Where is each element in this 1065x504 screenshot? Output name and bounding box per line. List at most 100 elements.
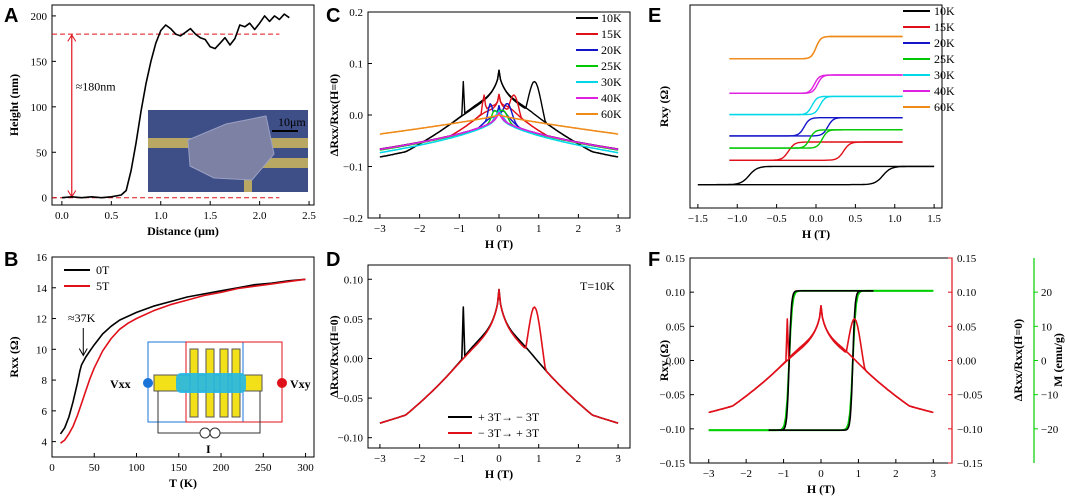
x-tick-label: −3 bbox=[374, 223, 386, 235]
y-axis-label: Rxx (Ω) bbox=[7, 336, 21, 377]
panel-letter: E bbox=[648, 5, 661, 27]
x-tick-label: 0 bbox=[496, 223, 502, 235]
right2-tick-label: 20 bbox=[1041, 287, 1053, 299]
panel-c: C −3 −2 −1 0 1 2 3 −0.2 −0.1 0.0 0.1 0.2 H (T) ΔRxx/Rx… bbox=[326, 5, 631, 251]
legend-entry: 60K bbox=[934, 100, 955, 114]
panel-e: E −1.5 −1.0 −0.5 0.0 0.5 1.0 1.5 H (T) Rxy (Ω) 10K… bbox=[648, 4, 955, 241]
tc-label: ≈37K bbox=[68, 311, 96, 325]
x-tick-label: 0.5 bbox=[849, 213, 863, 225]
rxy-10K-up-sweep bbox=[697, 165, 935, 186]
y-tick-label: 0.05 bbox=[344, 314, 364, 326]
legend-entry: 30K bbox=[601, 75, 622, 89]
x-tick-label: 1.5 bbox=[203, 210, 217, 222]
flake-schematic bbox=[176, 373, 246, 393]
y-tick-label: −0.1 bbox=[343, 162, 363, 174]
legend-entry: 5T bbox=[96, 279, 110, 293]
mr-down-sweep bbox=[708, 305, 934, 414]
legend-entry: 40K bbox=[934, 84, 955, 98]
x-tick-label: −1 bbox=[453, 453, 465, 465]
y-tick-label: 0.0 bbox=[349, 110, 363, 122]
x-tick-label: 100 bbox=[128, 462, 145, 474]
legend-entry: 15K bbox=[601, 27, 622, 41]
y-tick-label: 10 bbox=[36, 344, 48, 356]
x-tick-label: 0 bbox=[496, 453, 502, 465]
legend-entry: 15K bbox=[934, 20, 955, 34]
y-tick-label: 0.00 bbox=[344, 353, 364, 365]
y-tick-label: −0.10 bbox=[660, 424, 686, 436]
x-tick-label: 3 bbox=[615, 453, 621, 465]
vxx-label: Vxx bbox=[110, 377, 131, 391]
panel-letter: F bbox=[648, 249, 660, 271]
legend-entry: + 3T→ − 3T bbox=[478, 410, 540, 424]
y-axis-label: ΔRxx/Rxx(H=0) bbox=[327, 74, 341, 156]
x-tick-label: −1.5 bbox=[688, 213, 708, 225]
x-tick-label: −3 bbox=[374, 453, 386, 465]
x-tick-label: 0 bbox=[49, 462, 55, 474]
y-axis-label: Rxy (Ω) bbox=[657, 340, 671, 381]
x-tick-label: 2.0 bbox=[253, 210, 267, 222]
flake bbox=[187, 115, 275, 181]
x-tick-label: 3 bbox=[931, 468, 937, 480]
y-axis-label: ΔRxx/Rxx(H=0) bbox=[327, 315, 341, 397]
x-tick-label: 0.5 bbox=[104, 210, 118, 222]
rxy-up-sweep bbox=[768, 290, 874, 431]
x-axis-label: H (T) bbox=[802, 227, 830, 241]
legend-entry: 25K bbox=[601, 59, 622, 73]
panel-letter: A bbox=[4, 5, 18, 27]
right1-tick-label: −0.15 bbox=[957, 458, 983, 470]
x-tick-label: 150 bbox=[171, 462, 188, 474]
mr-sweep-0-line bbox=[379, 288, 619, 424]
x-tick-label: 2.5 bbox=[302, 210, 316, 222]
legend-entry: 60K bbox=[601, 107, 622, 121]
x-tick-label: 1 bbox=[856, 468, 862, 480]
mr-10K-down-sweep bbox=[379, 69, 619, 158]
vxx-terminal bbox=[143, 378, 153, 388]
y-tick-label: 6 bbox=[42, 406, 48, 418]
right2-tick-label: 10 bbox=[1041, 321, 1053, 333]
y-tick-label: 16 bbox=[36, 252, 48, 264]
x-axis-label: Distance (μm) bbox=[147, 224, 219, 238]
y-tick-label: −0.15 bbox=[660, 458, 686, 470]
rxy-60K-down-sweep bbox=[729, 35, 903, 60]
right-axis-2-label: M (emu/g) bbox=[1051, 333, 1065, 387]
mr-60K-down-sweep bbox=[379, 114, 619, 135]
y-tick-label: 4 bbox=[42, 437, 48, 449]
x-axis-label: T (K) bbox=[169, 476, 197, 490]
step-label: ≈180nm bbox=[76, 79, 117, 93]
y-tick-label: 14 bbox=[36, 283, 48, 295]
current-loop bbox=[157, 391, 261, 434]
x-tick-label: 300 bbox=[297, 462, 314, 474]
x-tick-label: 1.0 bbox=[888, 213, 902, 225]
vxy-label: Vxy bbox=[290, 377, 311, 391]
y-tick-label: 200 bbox=[31, 11, 48, 23]
right1-tick-label: 0.00 bbox=[957, 356, 977, 368]
right1-tick-label: −0.10 bbox=[957, 424, 983, 436]
x-tick-label: −0.5 bbox=[767, 213, 787, 225]
panel-letter: C bbox=[326, 5, 340, 27]
rxy-25K-up-sweep bbox=[729, 129, 903, 149]
mr-up-sweep bbox=[708, 305, 934, 414]
right2-tick-label: −10 bbox=[1041, 390, 1059, 402]
x-tick-label: 2 bbox=[893, 468, 899, 480]
current-label: I bbox=[206, 442, 211, 456]
x-tick-label: 0.0 bbox=[809, 213, 823, 225]
y-tick-label: 100 bbox=[31, 102, 48, 114]
x-tick-label: 3 bbox=[615, 223, 621, 235]
x-tick-label: −1.0 bbox=[727, 213, 747, 225]
rxy-20K-up-sweep bbox=[729, 117, 903, 137]
legend-entry: 40K bbox=[601, 91, 622, 105]
mr-40K-down-sweep bbox=[379, 111, 619, 151]
vxy-terminal bbox=[277, 378, 287, 388]
y-axis-label: Rxy (Ω) bbox=[657, 86, 671, 127]
y-tick-label: 0 bbox=[42, 193, 48, 205]
y-tick-label: 0.10 bbox=[666, 287, 686, 299]
rxx-5T-line bbox=[60, 278, 306, 444]
current-source-icon bbox=[199, 427, 211, 439]
x-tick-label: 250 bbox=[255, 462, 272, 474]
x-tick-label: 1 bbox=[536, 453, 542, 465]
rxy-40K-down-sweep bbox=[729, 74, 903, 94]
rxy-10K-down-sweep bbox=[697, 165, 935, 186]
y-tick-label: 12 bbox=[36, 314, 47, 326]
panel-letter: B bbox=[4, 249, 18, 271]
